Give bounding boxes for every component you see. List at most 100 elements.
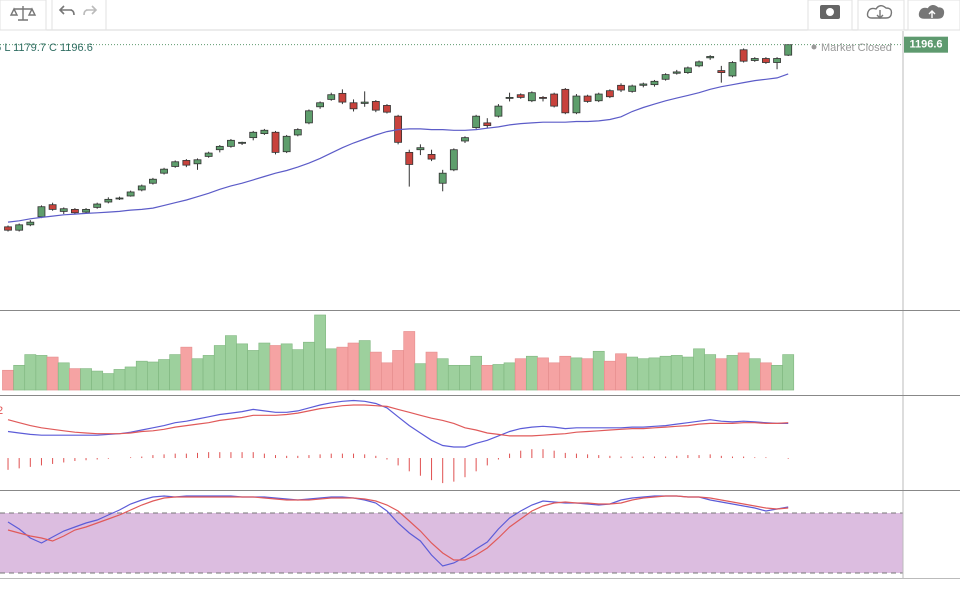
volume-bar — [559, 355, 572, 391]
volume-bar — [314, 314, 326, 391]
stochastic-band — [0, 513, 903, 573]
candle-body — [572, 95, 581, 114]
candle-body — [193, 159, 202, 165]
volume-bar — [525, 355, 538, 391]
volume-bar — [492, 364, 505, 391]
volume-bar — [693, 348, 705, 391]
candle-body — [305, 110, 313, 124]
ohlc-legend: 5.6 L 1179.7 C 1196.6 — [0, 42, 93, 54]
volume-bar — [537, 357, 549, 391]
undo-icon[interactable] — [58, 5, 75, 16]
volume-bar — [659, 355, 672, 391]
candle-body — [293, 129, 302, 136]
mark-layer — [0, 36, 948, 567]
candle-body — [160, 168, 168, 174]
moving-average-line — [7, 73, 789, 223]
compare-button[interactable] — [0, 0, 47, 31]
save-button[interactable] — [907, 0, 960, 31]
market-status: Market Closed — [821, 42, 892, 54]
camera-lens — [826, 8, 834, 16]
volume-bar — [202, 355, 215, 391]
candle-body — [605, 90, 614, 98]
status-dot — [811, 44, 817, 50]
redo-button[interactable] — [83, 5, 98, 16]
indicator-line — [7, 399, 789, 448]
volume-bar — [303, 341, 315, 391]
volume-bar — [459, 364, 471, 391]
volume-bar — [682, 356, 694, 391]
candle-body — [661, 74, 670, 80]
redo-icon[interactable] — [83, 5, 98, 16]
volume-bar — [225, 335, 237, 391]
volume-bar — [425, 351, 438, 391]
candle-body — [48, 204, 57, 210]
candle-body — [260, 129, 269, 135]
volume-bar — [392, 350, 404, 391]
candle-body — [338, 92, 347, 103]
candle-body — [104, 198, 113, 203]
volume-bar — [336, 346, 349, 391]
volume-bar — [414, 363, 427, 391]
candle-body — [249, 131, 258, 139]
volume-bar — [13, 364, 26, 391]
candle-body — [527, 92, 536, 102]
volume-bar — [748, 358, 761, 391]
candle-body — [4, 226, 12, 231]
last-price-box — [904, 36, 948, 53]
candle-body — [182, 160, 191, 166]
volume-bar — [169, 354, 182, 391]
axis-layer: 5.6 L 1179.7 C 1196.6 Market Closed 2 11… — [0, 31, 960, 579]
volume-bar — [514, 358, 527, 391]
volume-bar — [180, 346, 193, 391]
candle-body — [728, 62, 737, 77]
toolbar — [0, 0, 960, 31]
candle-body — [316, 102, 324, 108]
load-button[interactable] — [857, 0, 905, 31]
candle-body — [472, 115, 481, 128]
snapshot-button[interactable] — [807, 0, 853, 31]
volume-bar — [124, 366, 137, 391]
volume-bar — [347, 342, 360, 391]
volume-bar — [325, 348, 338, 391]
volume-bar — [57, 362, 70, 391]
button-bg[interactable] — [857, 0, 905, 31]
volume-bar — [291, 349, 304, 391]
volume-bar — [269, 345, 282, 391]
candle-body — [115, 197, 124, 200]
candle-body — [494, 105, 503, 117]
candle-body — [449, 149, 458, 171]
candle-body — [550, 93, 559, 107]
volume-bar — [648, 357, 661, 391]
candle-body — [93, 203, 102, 208]
scale-icon — [9, 6, 37, 21]
candle-body — [672, 71, 681, 74]
indicator-line — [7, 495, 789, 561]
candle-body — [683, 67, 692, 73]
undo-button[interactable] — [58, 5, 75, 16]
volume-bar — [2, 369, 14, 391]
candle-body — [438, 172, 447, 184]
candle-body — [784, 44, 793, 56]
volume-bar — [592, 350, 605, 391]
volume-bar — [80, 368, 92, 391]
volume-bar — [247, 350, 260, 391]
volume-bar — [258, 342, 271, 391]
candle-body — [628, 85, 637, 92]
candle-body — [59, 208, 68, 212]
candle-body — [26, 221, 35, 226]
volume-bar — [726, 355, 739, 391]
volume-bar — [213, 345, 226, 391]
candle-body — [349, 102, 358, 110]
candle-body — [238, 141, 246, 144]
volume-bar — [135, 360, 148, 391]
volume-bar — [782, 354, 795, 391]
volume-bar — [481, 364, 494, 391]
volume-bar — [570, 357, 583, 391]
volume-bar — [704, 354, 717, 391]
candle-body — [539, 96, 547, 99]
volume-bar — [35, 355, 48, 391]
candle-body — [483, 122, 492, 126]
candle-body — [327, 94, 336, 100]
candle-body — [15, 224, 24, 231]
